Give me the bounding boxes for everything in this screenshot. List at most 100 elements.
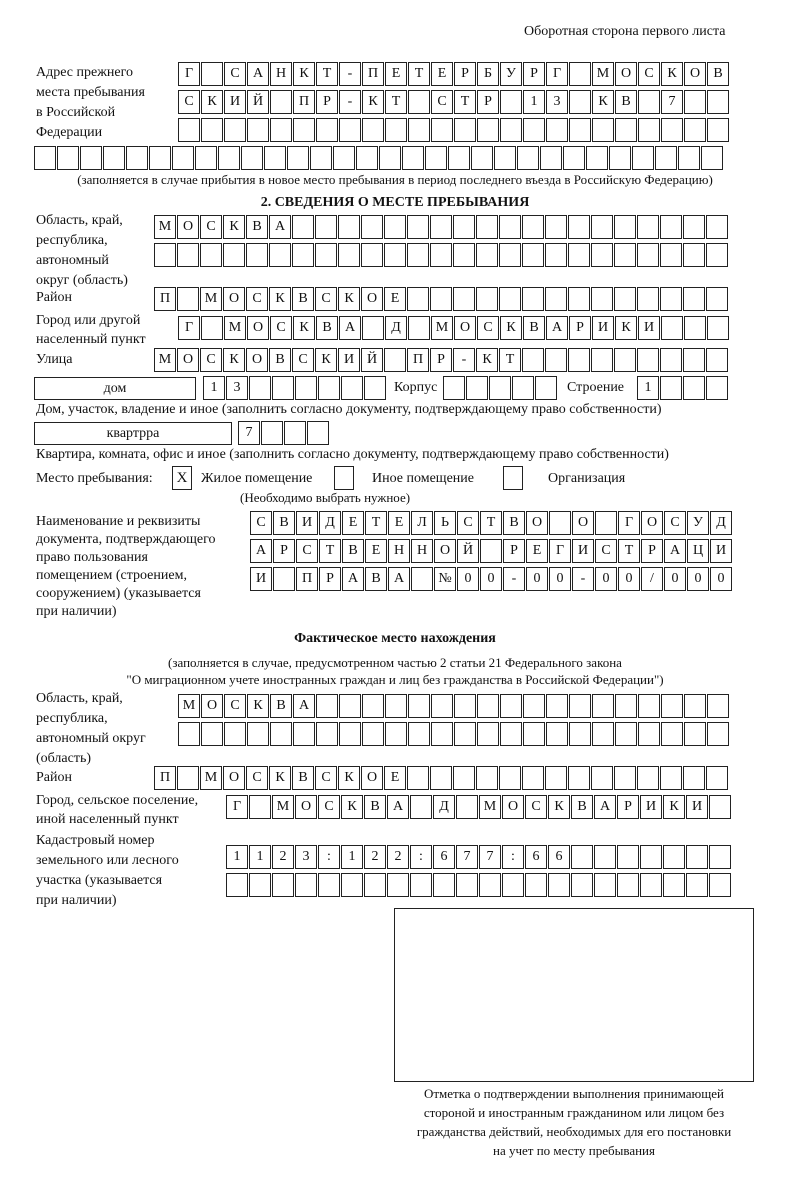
char-cell[interactable] [471, 146, 493, 170]
char-cell[interactable] [615, 694, 637, 718]
char-cell[interactable] [384, 243, 406, 267]
char-cell[interactable] [563, 146, 585, 170]
char-cell[interactable]: Т [385, 90, 407, 114]
char-cell[interactable] [615, 722, 637, 746]
char-cell[interactable] [226, 873, 248, 897]
char-cell[interactable] [499, 766, 521, 790]
char-cell[interactable]: Р [503, 539, 525, 563]
char-cell[interactable] [57, 146, 79, 170]
char-cell[interactable]: 0 [687, 567, 709, 591]
char-cell[interactable] [178, 118, 200, 142]
char-cell[interactable] [224, 118, 246, 142]
char-cell[interactable] [384, 215, 406, 239]
char-cell[interactable] [614, 243, 636, 267]
char-cell[interactable]: 7 [479, 845, 501, 869]
char-cell[interactable] [224, 722, 246, 746]
char-cell[interactable] [362, 316, 384, 340]
char-cell[interactable]: М [178, 694, 200, 718]
char-cell[interactable]: У [500, 62, 522, 86]
char-cell[interactable]: Д [319, 511, 341, 535]
char-cell[interactable] [408, 694, 430, 718]
char-cell[interactable]: О [223, 287, 245, 311]
char-cell[interactable] [270, 90, 292, 114]
char-cell[interactable] [525, 873, 547, 897]
char-cell[interactable] [522, 215, 544, 239]
char-cell[interactable]: И [640, 795, 662, 819]
char-cell[interactable] [425, 146, 447, 170]
char-cell[interactable]: К [247, 694, 269, 718]
char-cell[interactable] [456, 873, 478, 897]
char-cell[interactable]: Е [365, 539, 387, 563]
char-cell[interactable] [339, 118, 361, 142]
char-cell[interactable] [683, 287, 705, 311]
char-cell[interactable] [338, 243, 360, 267]
char-cell[interactable] [407, 243, 429, 267]
char-cell[interactable]: Е [388, 511, 410, 535]
char-cell[interactable]: К [223, 348, 245, 372]
char-cell[interactable]: - [572, 567, 594, 591]
char-cell[interactable]: Г [178, 62, 200, 86]
char-cell[interactable] [177, 287, 199, 311]
char-cell[interactable]: 3 [226, 376, 248, 400]
char-cell[interactable]: М [224, 316, 246, 340]
char-cell[interactable] [448, 146, 470, 170]
cadastral-row-2[interactable] [226, 873, 732, 897]
char-cell[interactable]: Р [454, 62, 476, 86]
char-cell[interactable] [592, 118, 614, 142]
char-cell[interactable] [499, 215, 521, 239]
char-cell[interactable]: 1 [203, 376, 225, 400]
char-cell[interactable]: О [526, 511, 548, 535]
char-cell[interactable] [592, 694, 614, 718]
char-cell[interactable] [333, 146, 355, 170]
char-cell[interactable]: А [387, 795, 409, 819]
char-cell[interactable]: О [361, 287, 383, 311]
char-cell[interactable]: И [338, 348, 360, 372]
char-cell[interactable] [249, 795, 271, 819]
char-cell[interactable]: П [293, 90, 315, 114]
char-cell[interactable]: Й [361, 348, 383, 372]
char-cell[interactable] [545, 287, 567, 311]
char-cell[interactable]: Р [319, 567, 341, 591]
char-cell[interactable]: 2 [364, 845, 386, 869]
apartment-type-field[interactable]: квартрра [34, 422, 232, 445]
document-row-3[interactable]: И П Р А В А № 0 0-0 0-0 0/0 0 0 [250, 567, 733, 591]
char-cell[interactable]: О [247, 316, 269, 340]
char-cell[interactable] [655, 146, 677, 170]
char-cell[interactable] [307, 421, 329, 445]
char-cell[interactable]: Г [549, 539, 571, 563]
char-cell[interactable]: В [523, 316, 545, 340]
char-cell[interactable] [247, 118, 269, 142]
char-cell[interactable]: С [246, 766, 268, 790]
char-cell[interactable]: Т [408, 62, 430, 86]
char-cell[interactable] [661, 722, 683, 746]
char-cell[interactable]: М [431, 316, 453, 340]
char-cell[interactable]: К [269, 766, 291, 790]
char-cell[interactable]: С [318, 795, 340, 819]
char-cell[interactable] [384, 348, 406, 372]
char-cell[interactable]: О [201, 694, 223, 718]
char-cell[interactable] [684, 722, 706, 746]
char-cell[interactable]: С [200, 348, 222, 372]
char-cell[interactable]: 7 [456, 845, 478, 869]
char-cell[interactable]: О [361, 766, 383, 790]
char-cell[interactable] [338, 215, 360, 239]
char-cell[interactable]: К [500, 316, 522, 340]
char-cell[interactable] [362, 118, 384, 142]
char-cell[interactable]: Р [523, 62, 545, 86]
char-cell[interactable] [595, 511, 617, 535]
char-cell[interactable] [476, 766, 498, 790]
char-cell[interactable] [103, 146, 125, 170]
char-cell[interactable] [201, 62, 223, 86]
char-cell[interactable]: С [292, 348, 314, 372]
char-cell[interactable] [638, 694, 660, 718]
char-cell[interactable] [241, 146, 263, 170]
char-cell[interactable] [586, 146, 608, 170]
char-cell[interactable] [500, 694, 522, 718]
char-cell[interactable]: С [477, 316, 499, 340]
char-cell[interactable] [364, 873, 386, 897]
house-type-field[interactable]: дом [34, 377, 196, 400]
